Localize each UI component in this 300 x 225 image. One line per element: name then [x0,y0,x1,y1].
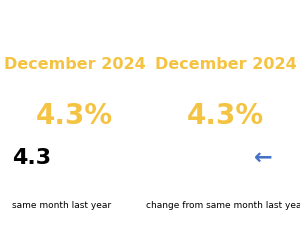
Text: December 2024: December 2024 [4,57,146,72]
Text: December 2024: December 2024 [154,57,296,72]
Text: same month last year: same month last year [12,201,111,210]
Text: (Not Seasonally Adjusted): (Not Seasonally Adjusted) [162,33,289,43]
Text: Unemployment Rate: Unemployment Rate [14,4,135,14]
Text: ←: ← [254,148,272,167]
Text: Transportation Sector: Transportation Sector [161,4,290,14]
Text: 4.3%: 4.3% [187,102,264,130]
Text: 4.3: 4.3 [12,148,51,167]
Text: change from same month last year: change from same month last year [146,201,300,210]
Text: (Seasonally Adjusted): (Seasonally Adjusted) [22,33,127,43]
Text: 4.3%: 4.3% [36,102,113,130]
